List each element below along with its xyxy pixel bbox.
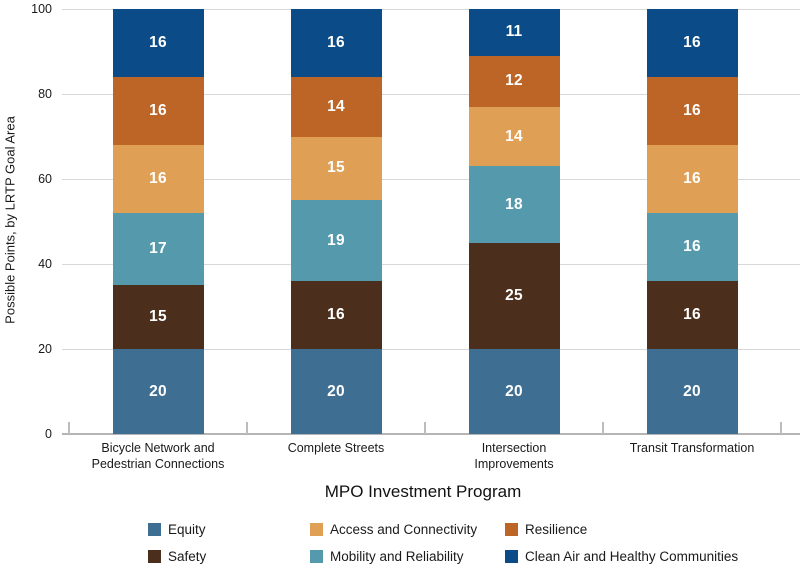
gridline	[62, 348, 800, 350]
legend-label: Equity	[168, 521, 206, 537]
bar-segment: 11	[468, 9, 560, 56]
bar-segment: 18	[468, 166, 560, 243]
bar-segment-value: 16	[683, 34, 701, 51]
x-category-label: Bicycle Network and Pedestrian Connectio…	[91, 441, 225, 471]
legend-label: Mobility and Reliability	[330, 548, 464, 564]
bar-segment: 16	[112, 9, 204, 77]
bar-segment: 16	[646, 281, 738, 349]
legend-item: Resilience	[505, 521, 738, 537]
bar-segment-value: 20	[149, 382, 167, 400]
bar-segment: 16	[290, 9, 382, 77]
x-axis-tick	[68, 422, 70, 434]
x-axis-tick	[246, 422, 248, 434]
x-category-label: Complete Streets	[287, 441, 385, 455]
bar-segment-value: 11	[505, 23, 523, 41]
bar-segment-value: 18	[505, 195, 523, 213]
bar-segment: 16	[112, 145, 204, 213]
bar-segment-value: 19	[327, 231, 345, 249]
x-axis-line	[62, 433, 800, 435]
bar-segment-value: 25	[505, 286, 523, 304]
legend-item: Clean Air and Healthy Communities	[505, 548, 739, 564]
y-tick-label: 0	[45, 427, 52, 441]
bar-segment-value: 20	[505, 382, 523, 400]
legend-item: Access and Connectivity	[310, 521, 505, 537]
bar-segment: 16	[646, 213, 738, 281]
legend-swatch	[148, 522, 161, 536]
legend-label: Resilience	[525, 521, 588, 537]
bar-segment-value: 20	[683, 382, 701, 400]
legend-swatch	[310, 522, 323, 536]
bar-segment: 16	[646, 145, 738, 213]
bar-segment: 16	[290, 281, 382, 349]
y-tick-label: 100	[31, 2, 52, 16]
legend-item: Safety	[148, 548, 310, 564]
legend-item: Equity	[148, 521, 310, 537]
bar-segment-value: 15	[327, 159, 345, 177]
bar-segment: 25	[468, 242, 560, 349]
bar-segment: 15	[112, 285, 204, 349]
gridline	[62, 93, 800, 95]
legend-swatch	[148, 549, 161, 563]
gridline	[62, 178, 800, 180]
bar-segment: 14	[290, 77, 382, 137]
y-tick-label: 60	[38, 172, 52, 186]
bar-segment-value: 16	[683, 238, 701, 255]
bar-segment-value: 16	[683, 306, 701, 323]
bar-segment: 14	[468, 106, 560, 167]
bar-segment: 20	[112, 349, 204, 434]
bar-segment: 16	[646, 77, 738, 145]
bar-segment-value: 14	[327, 97, 345, 115]
bar-segment: 15	[290, 136, 382, 201]
legend-label: Safety	[168, 548, 207, 564]
bar-segment-value: 15	[149, 308, 167, 326]
bar-segment-value: 17	[149, 240, 167, 258]
bar-segment: 20	[646, 349, 738, 434]
bar-segment-value: 16	[327, 34, 345, 51]
bar-segment: 20	[468, 349, 560, 434]
y-tick-label: 20	[38, 342, 52, 356]
legend-label: Clean Air and Healthy Communities	[525, 548, 739, 564]
x-category-label: Transit Transformation	[629, 441, 755, 455]
x-axis-title: MPO Investment Program	[324, 482, 522, 501]
gridline	[62, 263, 800, 265]
bar-segment: 20	[290, 349, 382, 434]
legend-item: Mobility and Reliability	[310, 548, 505, 564]
x-category-label: Intersection Improvements	[474, 441, 554, 471]
bar-segment: 16	[646, 9, 738, 77]
bar-segment: 16	[112, 77, 204, 145]
x-axis-tick	[602, 422, 604, 434]
bar-segment-value: 16	[327, 306, 345, 323]
bar-segment-value: 16	[149, 102, 167, 119]
legend: Equity Access and Connectivity Resilience S…	[148, 521, 739, 564]
legend-swatch	[310, 549, 323, 563]
y-tick-label: 80	[38, 87, 52, 101]
bar-segment-value: 16	[149, 170, 167, 187]
y-tick-label: 40	[38, 257, 52, 271]
bar-segment-value: 20	[327, 382, 345, 400]
bar-segment-value: 16	[683, 170, 701, 187]
bar-segment-value: 16	[149, 34, 167, 51]
bar-segment: 17	[112, 213, 204, 286]
bar-segment-value: 14	[505, 127, 523, 145]
legend-swatch	[505, 549, 518, 563]
y-axis-title: Possible Points, by LRTP Goal Area	[2, 116, 18, 324]
bar-segment-value: 16	[683, 102, 701, 119]
bar-segment: 12	[468, 55, 560, 107]
gridline	[62, 8, 800, 10]
bar-segment: 19	[290, 200, 382, 281]
x-axis-tick	[424, 422, 426, 434]
x-axis-tick	[780, 422, 782, 434]
bar-segment-value: 12	[505, 72, 523, 90]
legend-label: Access and Connectivity	[330, 521, 478, 537]
legend-swatch	[505, 522, 518, 536]
